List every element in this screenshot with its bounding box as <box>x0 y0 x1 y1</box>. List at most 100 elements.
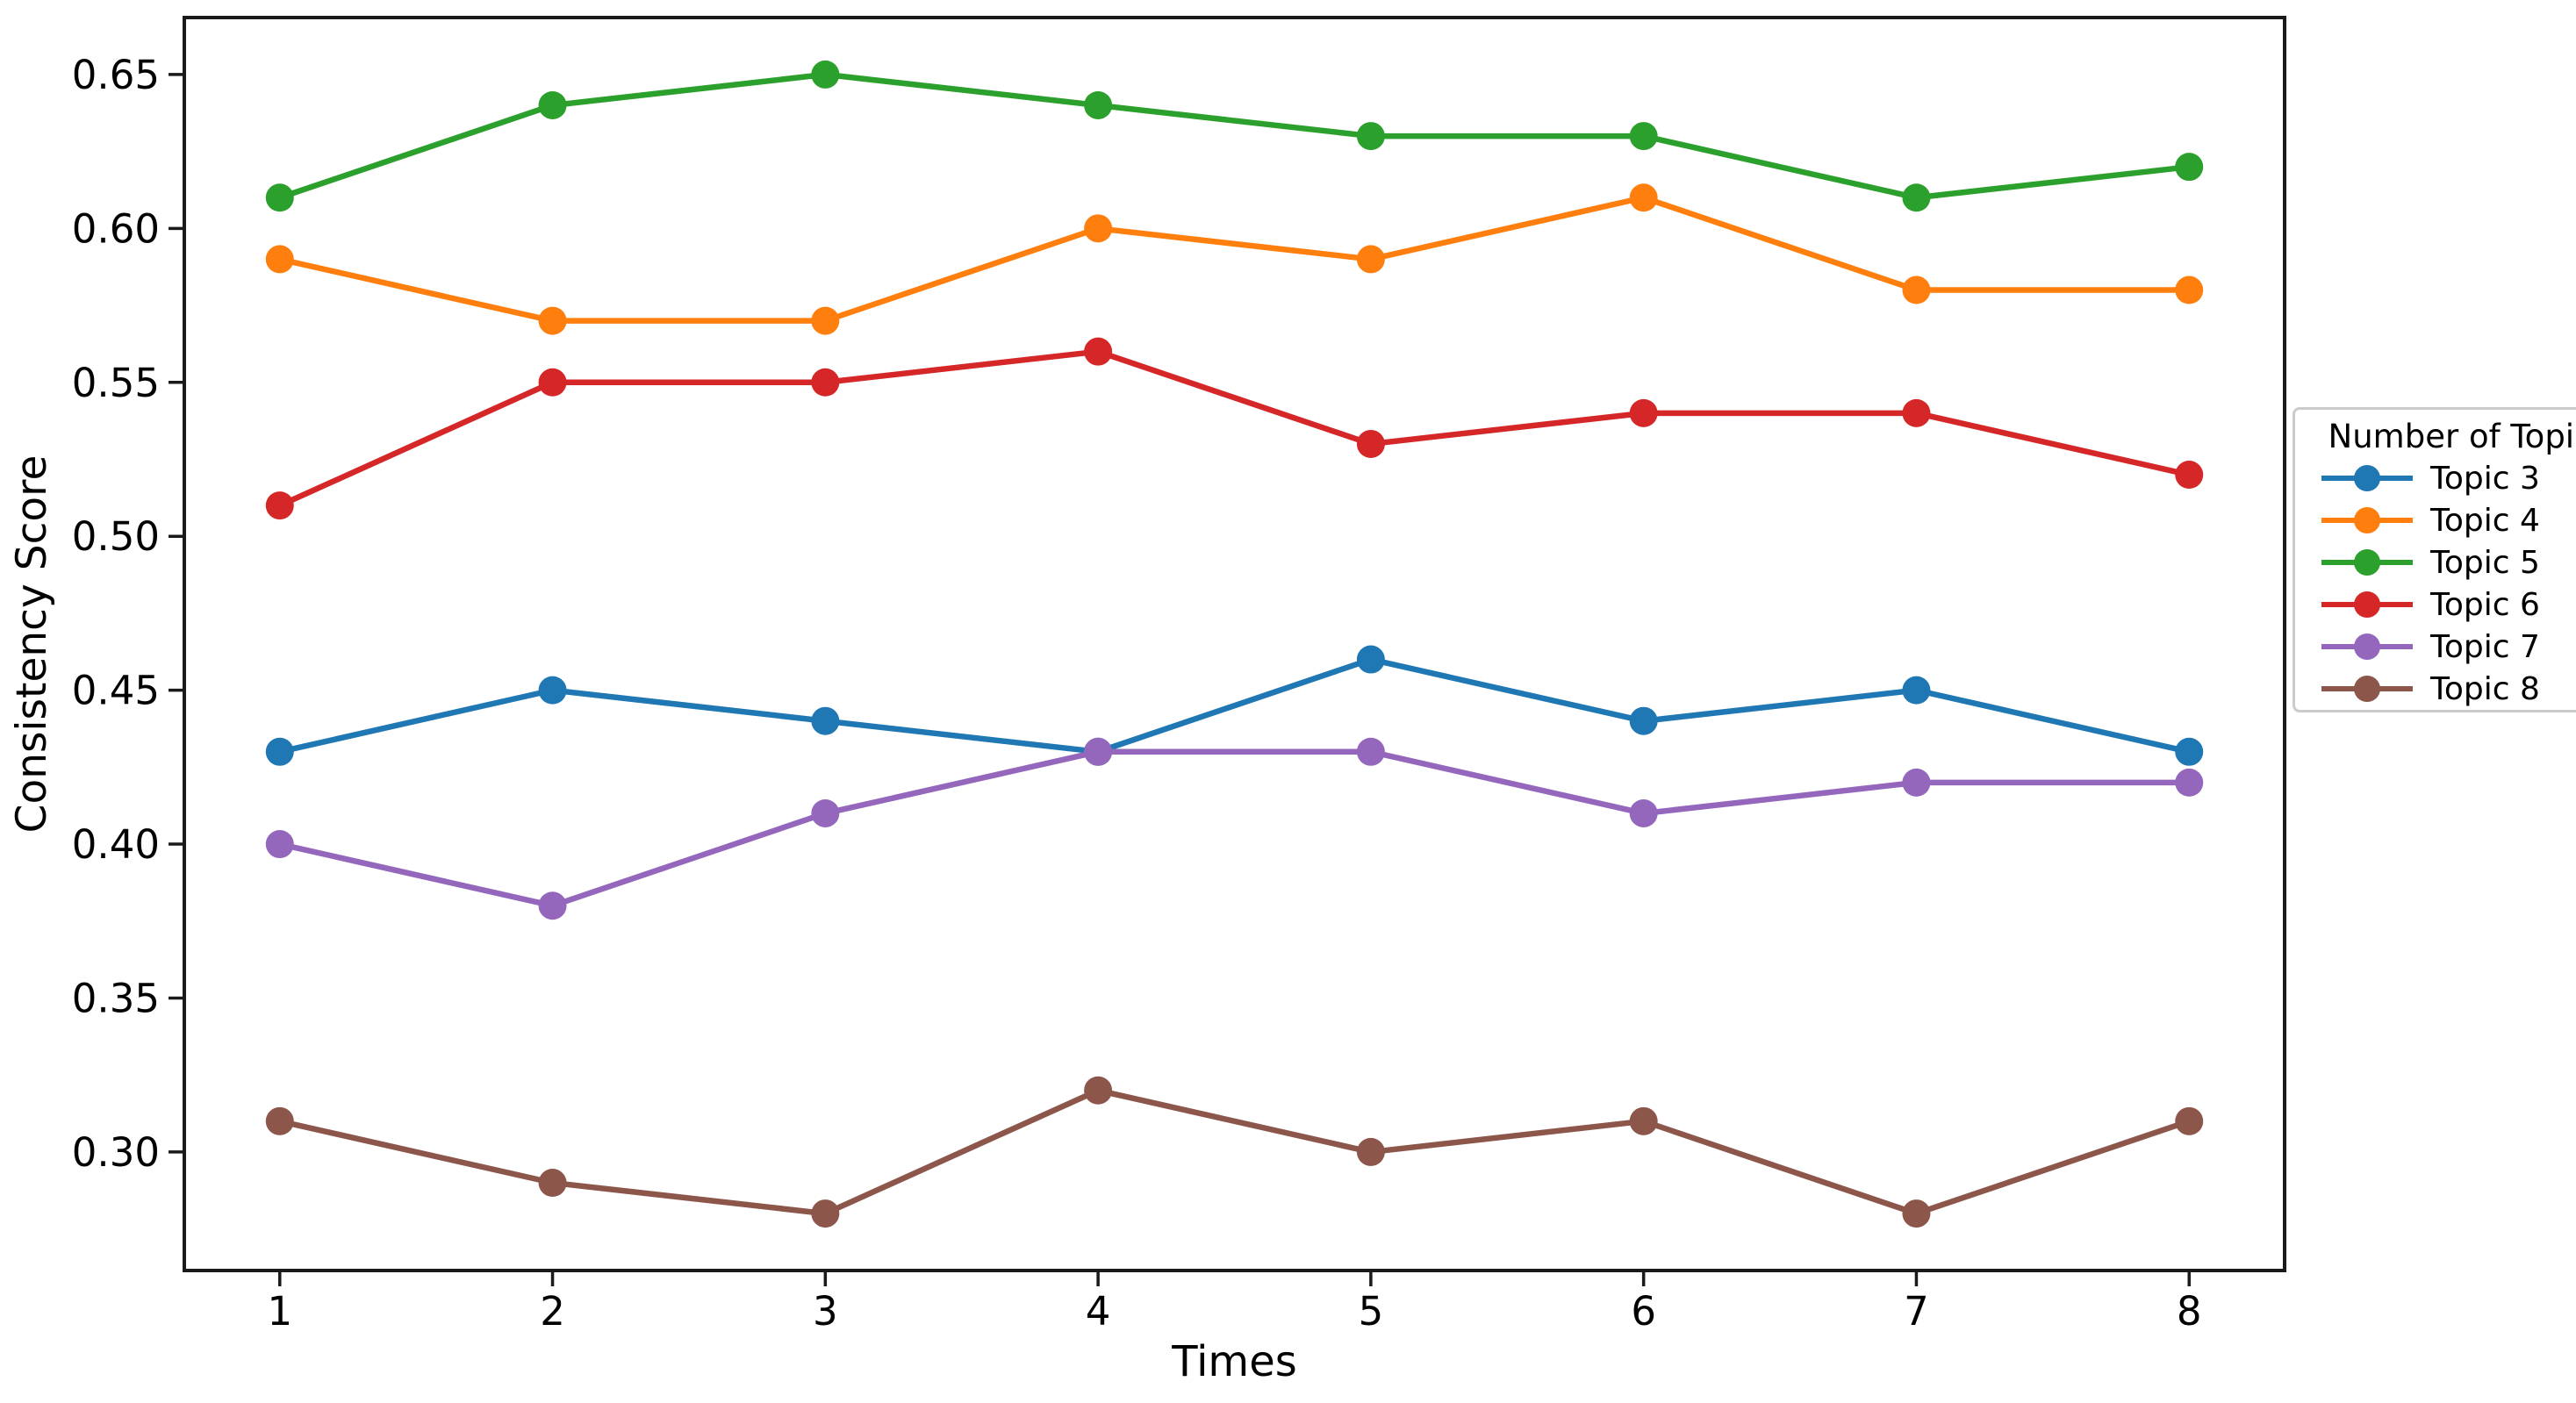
series-line-topic-6 <box>278 348 2190 509</box>
legend-item-topic-6: Topic 6 <box>2295 583 2576 626</box>
y-tick-label-0.55: 0.55 <box>72 360 160 406</box>
marker-topic-4-x7 <box>1902 276 1931 304</box>
marker-topic-3-x1 <box>265 737 294 766</box>
legend-box: Number of Topic Topic 3 Topic 4 Topic 5 Top… <box>2293 407 2576 712</box>
legend-marker-topic-8 <box>2354 676 2380 702</box>
y-tick-label-0.35: 0.35 <box>72 975 160 1021</box>
marker-topic-6-x2 <box>538 368 567 397</box>
x-tick-label-6: 6 <box>1631 1288 1656 1335</box>
marker-topic-4-x4 <box>1084 214 1113 243</box>
marker-topic-7-x3 <box>811 798 840 827</box>
x-axis-label: Times <box>1171 1337 1296 1386</box>
marker-topic-8-x8 <box>2175 1106 2204 1135</box>
legend-item-topic-8: Topic 8 <box>2295 668 2576 710</box>
y-tick-label-0.45: 0.45 <box>72 668 160 714</box>
x-tick-label-5: 5 <box>1359 1288 1384 1335</box>
legend-item-topic-7: Topic 7 <box>2295 626 2576 668</box>
marker-topic-8-x3 <box>811 1199 840 1228</box>
legend-marker-topic-3 <box>2354 465 2380 491</box>
x-tick-label-3: 3 <box>813 1288 838 1335</box>
marker-topic-8-x5 <box>1356 1137 1385 1166</box>
marker-topic-7-x2 <box>538 891 567 920</box>
legend-label-topic-5: Topic 5 <box>2430 544 2540 581</box>
marker-topic-7-x1 <box>265 830 294 859</box>
legend-label-topic-4: Topic 4 <box>2430 502 2540 539</box>
series-line-topic-8 <box>279 1087 2191 1217</box>
marker-topic-8-x4 <box>1084 1076 1113 1105</box>
legend-swatch-topic-3 <box>2321 465 2413 491</box>
legend-marker-topic-7 <box>2354 633 2380 660</box>
x-tick-label-8: 8 <box>2177 1288 2202 1335</box>
marker-topic-6-x1 <box>265 491 294 520</box>
marker-topic-8-x7 <box>1902 1199 1931 1228</box>
marker-topic-3-x2 <box>538 676 567 705</box>
y-axis-label: Consistency Score <box>8 455 56 834</box>
x-tick-label-4: 4 <box>1086 1288 1111 1335</box>
marker-topic-6-x3 <box>811 368 840 397</box>
legend-swatch-topic-8 <box>2321 676 2413 702</box>
legend-label-topic-6: Topic 6 <box>2430 586 2540 623</box>
legend-items: Topic 3 Topic 4 Topic 5 Topic 6 Topic 7 Topic… <box>2295 457 2576 710</box>
y-tick-label-0.60: 0.60 <box>72 205 160 252</box>
marker-topic-3-x7 <box>1902 676 1931 705</box>
marker-topic-6-x8 <box>2175 461 2204 490</box>
legend-item-topic-4: Topic 4 <box>2295 499 2576 541</box>
legend-swatch-topic-4 <box>2321 507 2413 533</box>
marker-topic-5-x7 <box>1902 183 1931 212</box>
legend-label-topic-8: Topic 8 <box>2430 670 2540 707</box>
marker-topic-7-x5 <box>1356 737 1385 766</box>
legend-marker-topic-4 <box>2354 507 2380 533</box>
marker-topic-6-x7 <box>1902 398 1931 427</box>
marker-topic-3-x6 <box>1629 706 1658 735</box>
marker-topic-7-x6 <box>1629 798 1658 827</box>
legend-marker-topic-5 <box>2354 549 2380 576</box>
legend-swatch-topic-5 <box>2321 549 2413 576</box>
y-tick-label-0.65: 0.65 <box>72 52 160 98</box>
marker-topic-3-x3 <box>811 706 840 735</box>
marker-topic-6-x4 <box>1084 337 1113 366</box>
marker-topic-5-x1 <box>265 183 294 212</box>
marker-topic-6-x6 <box>1629 398 1658 427</box>
marker-topic-5-x4 <box>1084 90 1113 119</box>
legend-swatch-topic-7 <box>2321 633 2413 660</box>
marker-topic-4-x2 <box>538 306 567 335</box>
marker-topic-8-x1 <box>265 1106 294 1135</box>
legend-swatch-topic-6 <box>2321 591 2413 618</box>
legend-item-topic-3: Topic 3 <box>2295 457 2576 499</box>
series-line-topic-7 <box>279 748 2190 909</box>
axes-frame <box>183 16 2286 1272</box>
series-line-topic-3 <box>279 656 2190 755</box>
marker-topic-8-x6 <box>1629 1106 1658 1135</box>
legend-label-topic-7: Topic 7 <box>2430 628 2540 665</box>
marker-topic-5-x8 <box>2175 153 2204 182</box>
legend-title: Number of Topic <box>2328 418 2576 455</box>
y-tick-label-0.50: 0.50 <box>72 513 160 560</box>
marker-topic-3-x8 <box>2175 737 2204 766</box>
x-tick-label-1: 1 <box>267 1288 292 1335</box>
marker-topic-7-x4 <box>1084 737 1113 766</box>
marker-topic-4-x8 <box>2175 276 2204 304</box>
legend-marker-topic-6 <box>2354 591 2380 618</box>
x-tick-label-2: 2 <box>540 1288 565 1335</box>
series-line-topic-5 <box>278 71 2190 201</box>
y-tick-label-0.30: 0.30 <box>72 1129 160 1176</box>
marker-topic-5-x6 <box>1629 122 1658 151</box>
y-tick-label-0.40: 0.40 <box>72 821 160 868</box>
marker-topic-4-x1 <box>265 245 294 274</box>
marker-topic-4-x3 <box>811 306 840 335</box>
marker-topic-5-x2 <box>538 90 567 119</box>
marker-topic-5-x5 <box>1356 122 1385 151</box>
series-line-topic-4 <box>279 195 2190 324</box>
legend-label-topic-3: Topic 3 <box>2430 460 2540 497</box>
marker-topic-6-x5 <box>1356 429 1385 458</box>
marker-topic-8-x2 <box>538 1169 567 1198</box>
marker-topic-4-x6 <box>1629 183 1658 212</box>
legend-item-topic-5: Topic 5 <box>2295 541 2576 583</box>
marker-topic-7-x8 <box>2175 768 2204 797</box>
marker-topic-5-x3 <box>811 60 840 89</box>
marker-topic-3-x5 <box>1356 645 1385 674</box>
marker-topic-4-x5 <box>1356 245 1385 274</box>
marker-topic-7-x7 <box>1902 768 1931 797</box>
